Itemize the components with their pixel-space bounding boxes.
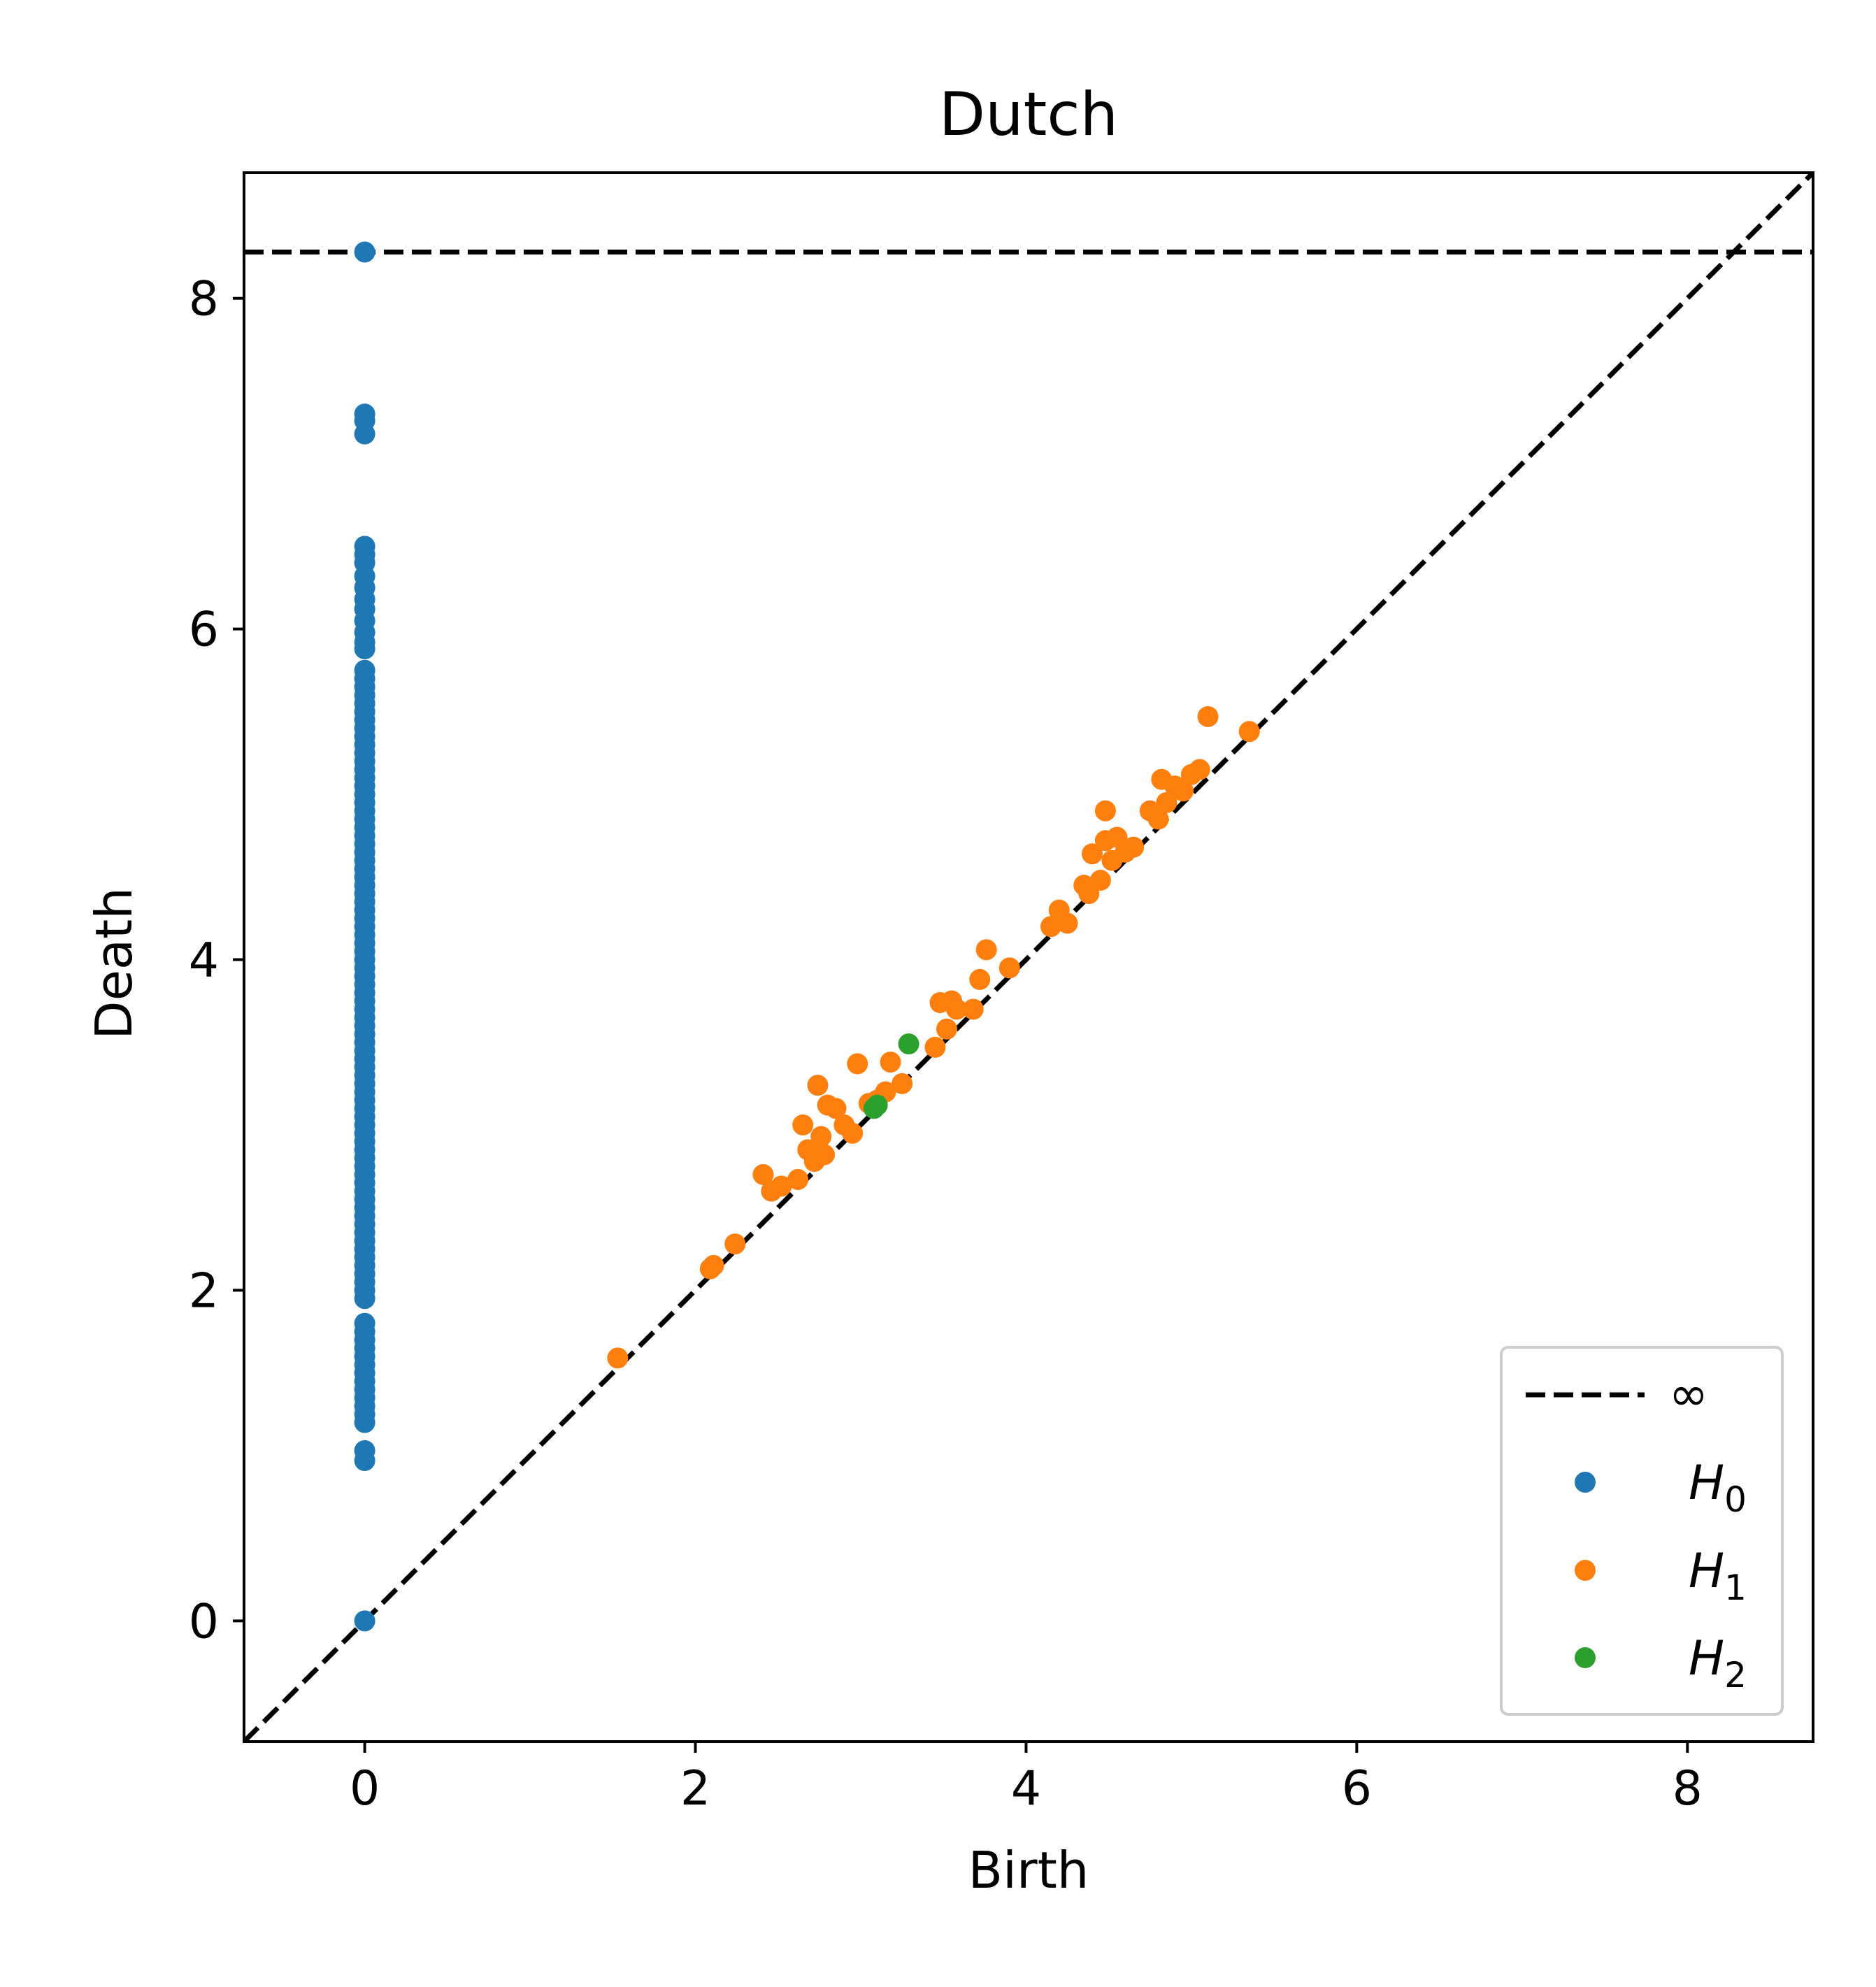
plot-area — [243, 171, 1814, 1743]
plot-frame — [243, 171, 1814, 1743]
data-point-h1 — [1123, 836, 1145, 858]
data-point-h1 — [1147, 808, 1169, 830]
y-tick-label: 8 — [189, 272, 219, 327]
data-point-h1 — [752, 1163, 774, 1185]
legend-marker — [1575, 1560, 1596, 1581]
axis-ticks: 0 2 4 6 8 0 2 4 6 8 — [189, 272, 1703, 1816]
x-tick-label: 4 — [1011, 1761, 1041, 1816]
data-point-h1 — [1057, 912, 1078, 934]
series-h0 — [354, 241, 375, 1632]
data-point-h1 — [825, 1098, 847, 1119]
data-point-h1 — [1040, 916, 1061, 938]
data-point-h1 — [936, 1018, 957, 1040]
legend-marker — [1575, 1472, 1596, 1493]
legend-label-subscript: 0 — [1724, 1479, 1747, 1520]
y-axis-label: Death — [85, 887, 143, 1040]
data-point-h1 — [1189, 759, 1210, 780]
data-point-h1 — [1238, 721, 1260, 743]
y-tick-label: 6 — [189, 603, 219, 658]
data-point-h0 — [354, 241, 375, 263]
diagonal-line — [244, 173, 1813, 1742]
data-point-h1 — [998, 957, 1020, 979]
legend-label-main: H — [1689, 1631, 1724, 1686]
data-point-h1 — [607, 1347, 629, 1369]
data-point-h1 — [880, 1052, 901, 1073]
legend-label-main: H — [1689, 1544, 1724, 1599]
legend-label-main: H — [1689, 1456, 1724, 1511]
data-point-h0 — [354, 1610, 375, 1632]
data-point-h1 — [924, 1036, 946, 1058]
data-point-h1 — [792, 1114, 814, 1136]
y-tick-label: 2 — [189, 1263, 219, 1319]
data-point-h0 — [354, 1450, 375, 1472]
data-point-h1 — [975, 939, 997, 961]
data-point-h1 — [787, 1169, 809, 1191]
data-point-h1 — [1197, 705, 1219, 727]
data-point-h0 — [354, 1412, 375, 1433]
data-point-h1 — [892, 1073, 913, 1094]
legend-label-h0: H0 — [1689, 1456, 1747, 1520]
x-tick-label: 2 — [680, 1761, 710, 1816]
data-point-h1 — [1156, 791, 1177, 813]
data-point-h1 — [703, 1254, 724, 1276]
legend-label-h2: H2 — [1689, 1631, 1747, 1695]
data-point-h1 — [969, 968, 991, 990]
data-point-h1 — [1094, 800, 1116, 822]
data-point-h1 — [771, 1175, 792, 1197]
data-point-h1 — [724, 1233, 746, 1255]
legend-label-infinity: ∞ — [1669, 1367, 1709, 1422]
data-point-h1 — [1082, 843, 1103, 865]
legend-marker — [1575, 1647, 1596, 1668]
data-point-h1 — [1089, 870, 1111, 891]
legend-box — [1500, 1346, 1784, 1716]
legend-label-subscript: 2 — [1724, 1655, 1747, 1695]
data-point-h2 — [866, 1094, 888, 1116]
plot-clipped-group — [244, 173, 1813, 1742]
data-point-h0 — [354, 638, 375, 660]
y-tick-label: 4 — [189, 933, 219, 989]
chart-title: Dutch — [939, 80, 1118, 150]
x-axis-label: Birth — [968, 1841, 1089, 1900]
data-point-h2 — [898, 1033, 919, 1055]
data-point-h1 — [842, 1122, 864, 1144]
data-point-h1 — [962, 998, 984, 1020]
legend-label-h1: H1 — [1689, 1544, 1747, 1608]
series-h2 — [863, 1033, 919, 1119]
data-point-h1 — [946, 998, 968, 1020]
data-point-h1 — [807, 1075, 829, 1096]
series-h1 — [607, 705, 1260, 1369]
data-point-h0 — [354, 423, 375, 445]
data-point-h0 — [354, 1288, 375, 1310]
y-tick-label: 0 — [189, 1594, 219, 1649]
data-point-h1 — [810, 1126, 832, 1147]
data-point-h1 — [1173, 780, 1194, 802]
data-point-h1 — [847, 1053, 868, 1075]
data-point-h1 — [813, 1144, 835, 1165]
legend-label-subscript: 1 — [1724, 1568, 1747, 1608]
x-tick-label: 0 — [350, 1761, 380, 1816]
x-tick-label: 8 — [1673, 1761, 1703, 1816]
x-tick-label: 6 — [1342, 1761, 1372, 1816]
